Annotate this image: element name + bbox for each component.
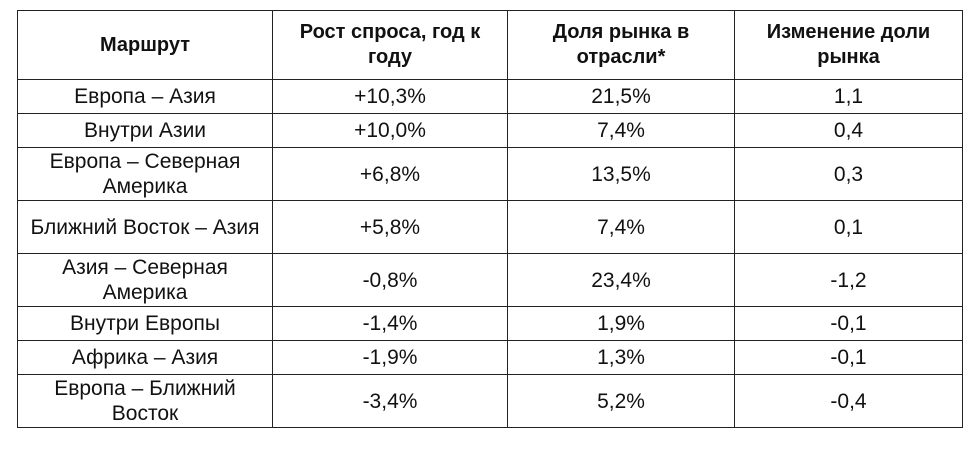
demand-growth-cell: +10,0%: [272, 113, 508, 148]
route-cell: Африка – Азия: [17, 340, 273, 375]
header-row: Маршрут Рост спроса, год к году Доля рын…: [17, 10, 963, 80]
table-row: Внутри Европы -1,4% 1,9% -0,1: [17, 306, 963, 341]
table-row: Внутри Азии +10,0% 7,4% 0,4: [17, 113, 963, 148]
table-row: Азия – Северная Америка -0,8% 23,4% -1,2: [17, 253, 963, 307]
demand-growth-cell: +6,8%: [272, 147, 508, 201]
table-row: Ближний Восток – Азия +5,8% 7,4% 0,1: [17, 200, 963, 254]
table-body: Европа – Азия +10,3% 21,5% 1,1 Внутри Аз…: [17, 79, 963, 428]
route-cell: Ближний Восток – Азия: [17, 200, 273, 254]
demand-growth-cell: -0,8%: [272, 253, 508, 307]
header-market-share: Доля рынка в отрасли*: [507, 10, 735, 80]
demand-growth-cell: +5,8%: [272, 200, 508, 254]
share-change-cell: 1,1: [734, 79, 963, 114]
market-share-cell: 7,4%: [507, 113, 735, 148]
market-share-cell: 5,2%: [507, 374, 735, 428]
route-cell: Внутри Азии: [17, 113, 273, 148]
share-change-cell: 0,4: [734, 113, 963, 148]
table-row: Африка – Азия -1,9% 1,3% -0,1: [17, 340, 963, 375]
route-cell: Внутри Европы: [17, 306, 273, 341]
demand-growth-cell: +10,3%: [272, 79, 508, 114]
table-row: Европа – Северная Америка +6,8% 13,5% 0,…: [17, 147, 963, 201]
share-change-cell: 0,1: [734, 200, 963, 254]
market-share-cell: 21,5%: [507, 79, 735, 114]
route-cell: Европа – Северная Америка: [17, 147, 273, 201]
market-share-cell: 13,5%: [507, 147, 735, 201]
demand-growth-cell: -1,4%: [272, 306, 508, 341]
share-change-cell: -1,2: [734, 253, 963, 307]
route-cell: Европа – Ближний Восток: [17, 374, 273, 428]
table-row: Европа – Ближний Восток -3,4% 5,2% -0,4: [17, 374, 963, 428]
table-row: Европа – Азия +10,3% 21,5% 1,1: [17, 79, 963, 114]
share-change-cell: -0,1: [734, 306, 963, 341]
market-share-cell: 7,4%: [507, 200, 735, 254]
market-share-cell: 23,4%: [507, 253, 735, 307]
share-change-cell: -0,1: [734, 340, 963, 375]
share-change-cell: -0,4: [734, 374, 963, 428]
market-share-table: Маршрут Рост спроса, год к году Доля рын…: [17, 10, 963, 428]
route-cell: Азия – Северная Америка: [17, 253, 273, 307]
market-share-cell: 1,9%: [507, 306, 735, 341]
header-demand-growth: Рост спроса, год к году: [272, 10, 508, 80]
demand-growth-cell: -3,4%: [272, 374, 508, 428]
demand-growth-cell: -1,9%: [272, 340, 508, 375]
market-share-cell: 1,3%: [507, 340, 735, 375]
header-route: Маршрут: [17, 10, 273, 80]
header-share-change: Изменение доли рынка: [734, 10, 963, 80]
route-cell: Европа – Азия: [17, 79, 273, 114]
share-change-cell: 0,3: [734, 147, 963, 201]
table-header: Маршрут Рост спроса, год к году Доля рын…: [17, 10, 963, 80]
